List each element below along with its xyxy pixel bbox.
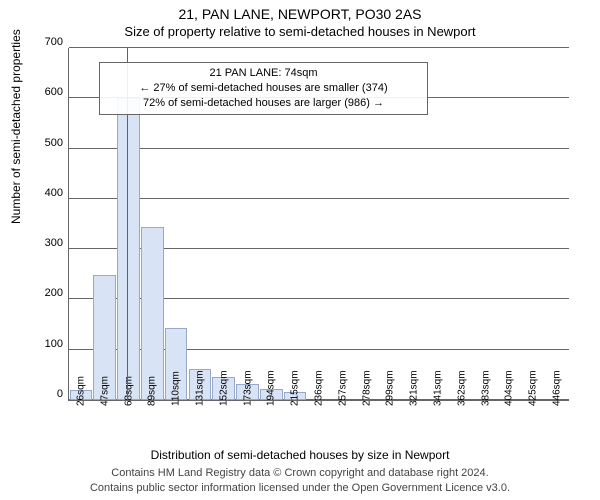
x-tick-label: 131sqm [194, 370, 205, 406]
page-title: 21, PAN LANE, NEWPORT, PO30 2AS [0, 6, 600, 22]
x-tick-label: 68sqm [123, 376, 134, 406]
y-axis-label: Number of semi-detached properties [9, 29, 23, 224]
gridline [69, 47, 569, 48]
y-tick-label: 0 [57, 388, 69, 400]
x-tick-label: 362sqm [456, 370, 467, 406]
y-tick-label: 300 [45, 237, 69, 249]
y-tick-label: 400 [45, 187, 69, 199]
x-tick-label: 152sqm [218, 370, 229, 406]
x-tick-label: 321sqm [409, 370, 420, 406]
footer-line: Contains HM Land Registry data © Crown c… [0, 466, 600, 481]
y-tick-label: 200 [45, 287, 69, 299]
annotation-line: 21 PAN LANE: 74sqm [106, 66, 421, 81]
x-tick-label: 278sqm [361, 370, 372, 406]
chart-plot-area: 010020030040050060070026sqm47sqm68sqm89s… [68, 48, 569, 401]
x-axis-label: Distribution of semi-detached houses by … [0, 448, 600, 462]
x-tick-label: 47sqm [99, 376, 110, 406]
y-tick-label: 600 [45, 86, 69, 98]
x-tick-label: 446sqm [552, 370, 563, 406]
y-tick-label: 700 [45, 36, 69, 48]
x-tick-label: 299sqm [385, 370, 396, 406]
x-tick-label: 89sqm [147, 376, 158, 406]
gridline [69, 148, 569, 149]
x-tick-label: 257sqm [337, 370, 348, 406]
x-tick-label: 425sqm [528, 370, 539, 406]
gridline [69, 198, 569, 199]
y-tick-label: 100 [45, 338, 69, 350]
x-tick-label: 26sqm [75, 376, 86, 406]
x-tick-label: 236sqm [314, 370, 325, 406]
x-tick-label: 383sqm [480, 370, 491, 406]
footer-line: Contains public sector information licen… [0, 481, 600, 496]
histogram-bar [141, 227, 164, 400]
histogram-bar [117, 98, 140, 400]
footer-attribution: Contains HM Land Registry data © Crown c… [0, 466, 600, 496]
page-subtitle: Size of property relative to semi-detach… [0, 24, 600, 39]
annotation-line: 72% of semi-detached houses are larger (… [106, 96, 421, 111]
x-tick-label: 110sqm [171, 371, 182, 406]
x-tick-label: 215sqm [290, 370, 301, 406]
annotation-box: 21 PAN LANE: 74sqm← 27% of semi-detached… [99, 62, 428, 115]
x-tick-label: 404sqm [504, 370, 515, 406]
y-tick-label: 500 [45, 137, 69, 149]
annotation-line: ← 27% of semi-detached houses are smalle… [106, 81, 421, 96]
x-tick-label: 173sqm [242, 370, 253, 406]
x-tick-label: 194sqm [266, 370, 277, 406]
x-tick-label: 341sqm [433, 370, 444, 406]
